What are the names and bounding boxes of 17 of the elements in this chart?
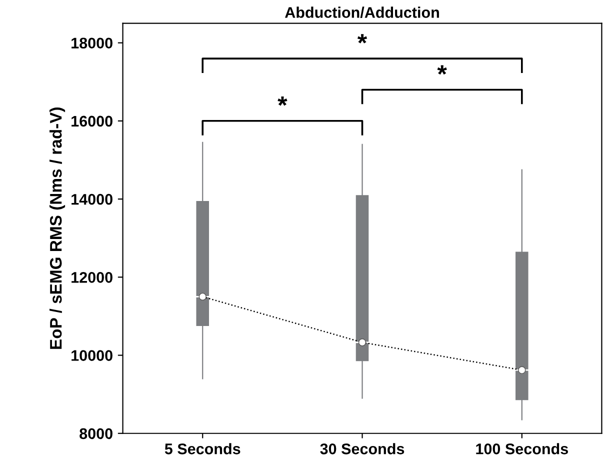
annotation: * bbox=[357, 34, 368, 44]
annotation: * bbox=[437, 65, 447, 75]
x-tick-label: 30 Seconds bbox=[320, 443, 404, 454]
x-tick-label: 5 Seconds bbox=[164, 443, 240, 454]
y-axis-title: EoP / sEMG RMS (Nms / rad-V) bbox=[50, 108, 66, 349]
y-tick-label: 8000 bbox=[80, 428, 112, 440]
point bbox=[198, 292, 206, 301]
point bbox=[518, 366, 526, 374]
x-tick-label: 100 Seconds bbox=[476, 443, 568, 454]
y-tick-label: 12000 bbox=[72, 272, 112, 283]
y-tick-label: 10000 bbox=[72, 350, 112, 361]
annotation: * bbox=[278, 96, 288, 106]
chart-title: Abduction/Adduction bbox=[285, 6, 439, 18]
y-tick-label: 18000 bbox=[72, 38, 112, 49]
y-tick-label: 16000 bbox=[72, 116, 112, 127]
y-tick-label: 14000 bbox=[72, 194, 112, 205]
point bbox=[358, 338, 366, 346]
